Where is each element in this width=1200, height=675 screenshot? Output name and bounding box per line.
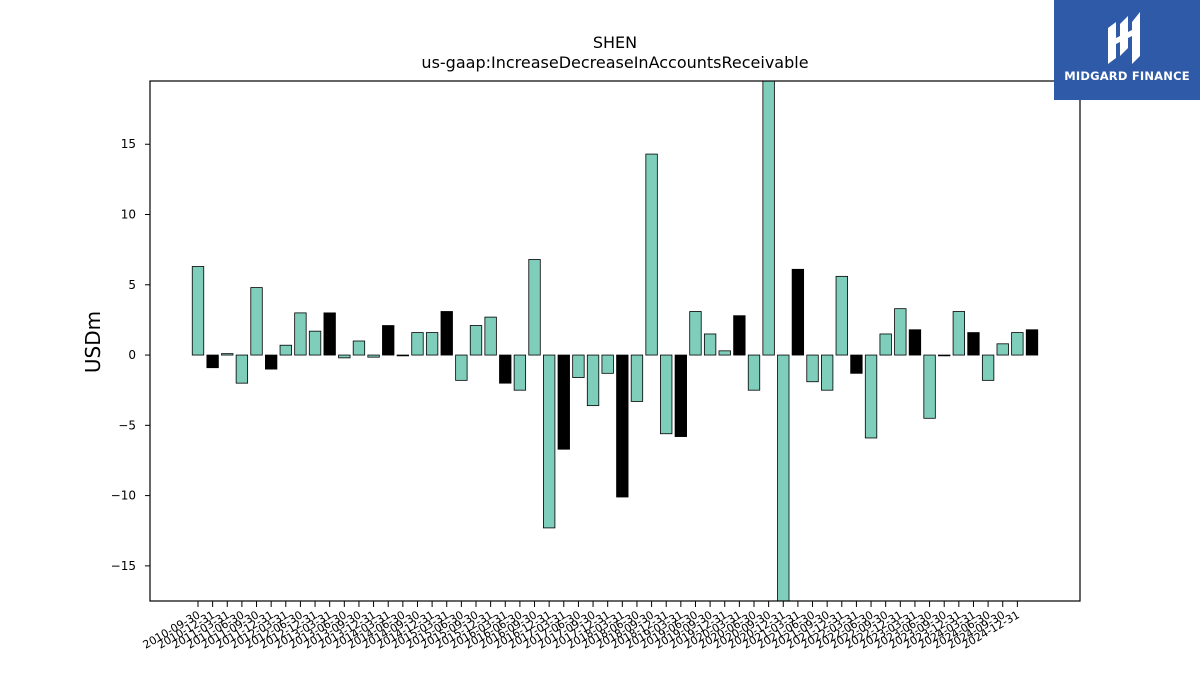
bars-layer (191, 80, 1039, 602)
brand-logo: MIDGARD FINANCE (1054, 0, 1200, 100)
bar (1011, 332, 1024, 356)
bar (206, 354, 219, 369)
brand-name: MIDGARD FINANCE (1064, 69, 1190, 83)
bar (586, 354, 600, 407)
bar (352, 340, 366, 356)
bar (660, 354, 673, 435)
bar (557, 354, 570, 450)
bar (718, 350, 731, 356)
bar (747, 354, 761, 391)
plot-area-frame (149, 80, 1081, 602)
bar (674, 354, 687, 437)
bar (528, 259, 541, 356)
bar (396, 354, 409, 357)
bar (484, 316, 497, 356)
y-axis-label: USDm (81, 311, 105, 373)
bar (338, 354, 351, 359)
bar (894, 308, 907, 356)
bar (762, 80, 775, 356)
bar (411, 332, 424, 356)
chart-title: SHEN (593, 33, 637, 52)
y-tick-label: −10 (111, 489, 136, 503)
bar (616, 354, 629, 498)
bar (967, 332, 980, 356)
bar (835, 275, 848, 356)
bar (864, 354, 878, 439)
bar (952, 311, 965, 356)
bar (806, 354, 819, 383)
bar (382, 325, 395, 356)
bar (279, 344, 292, 356)
bar (850, 354, 863, 374)
bar (513, 354, 527, 391)
bar (425, 332, 439, 356)
bar (308, 330, 322, 356)
y-tick-label: 0 (128, 348, 136, 362)
bar (367, 354, 380, 358)
bar (689, 311, 702, 356)
bar (733, 315, 746, 356)
y-axis-ticks: −15 −10 −5 0 5 10 15 (111, 137, 150, 573)
bar (455, 354, 468, 381)
bar (791, 268, 805, 356)
bar (777, 354, 790, 602)
y-tick-label: 15 (121, 137, 136, 151)
chart-subtitle: us-gaap:IncreaseDecreaseInAccountsReceiv… (421, 53, 808, 72)
bar (703, 333, 717, 356)
bar (191, 266, 205, 356)
midgard-logo-icon (1108, 12, 1140, 64)
bar (294, 312, 307, 356)
y-tick-label: −15 (111, 559, 136, 573)
bar (821, 354, 834, 391)
bar (572, 354, 585, 378)
bar (981, 354, 995, 381)
bar (250, 287, 263, 356)
bar (996, 343, 1009, 356)
bar (1025, 329, 1039, 356)
bar (645, 153, 658, 356)
bar (543, 354, 556, 529)
bar (938, 354, 951, 357)
bar (235, 354, 249, 384)
y-tick-label: −5 (118, 418, 136, 432)
bar (499, 354, 512, 384)
y-tick-label: 5 (128, 278, 136, 292)
bar (265, 354, 278, 370)
bar (469, 325, 483, 356)
bar (630, 354, 644, 402)
bar (601, 354, 614, 374)
y-tick-label: 10 (121, 208, 136, 222)
bar (440, 311, 453, 356)
bar (879, 333, 892, 356)
bar (923, 354, 936, 419)
bar (323, 312, 336, 356)
bar (908, 329, 922, 356)
bar (221, 353, 234, 356)
x-axis-ticks: 2010-09-302010-12-312011-03-312011-06-30… (141, 601, 1022, 652)
